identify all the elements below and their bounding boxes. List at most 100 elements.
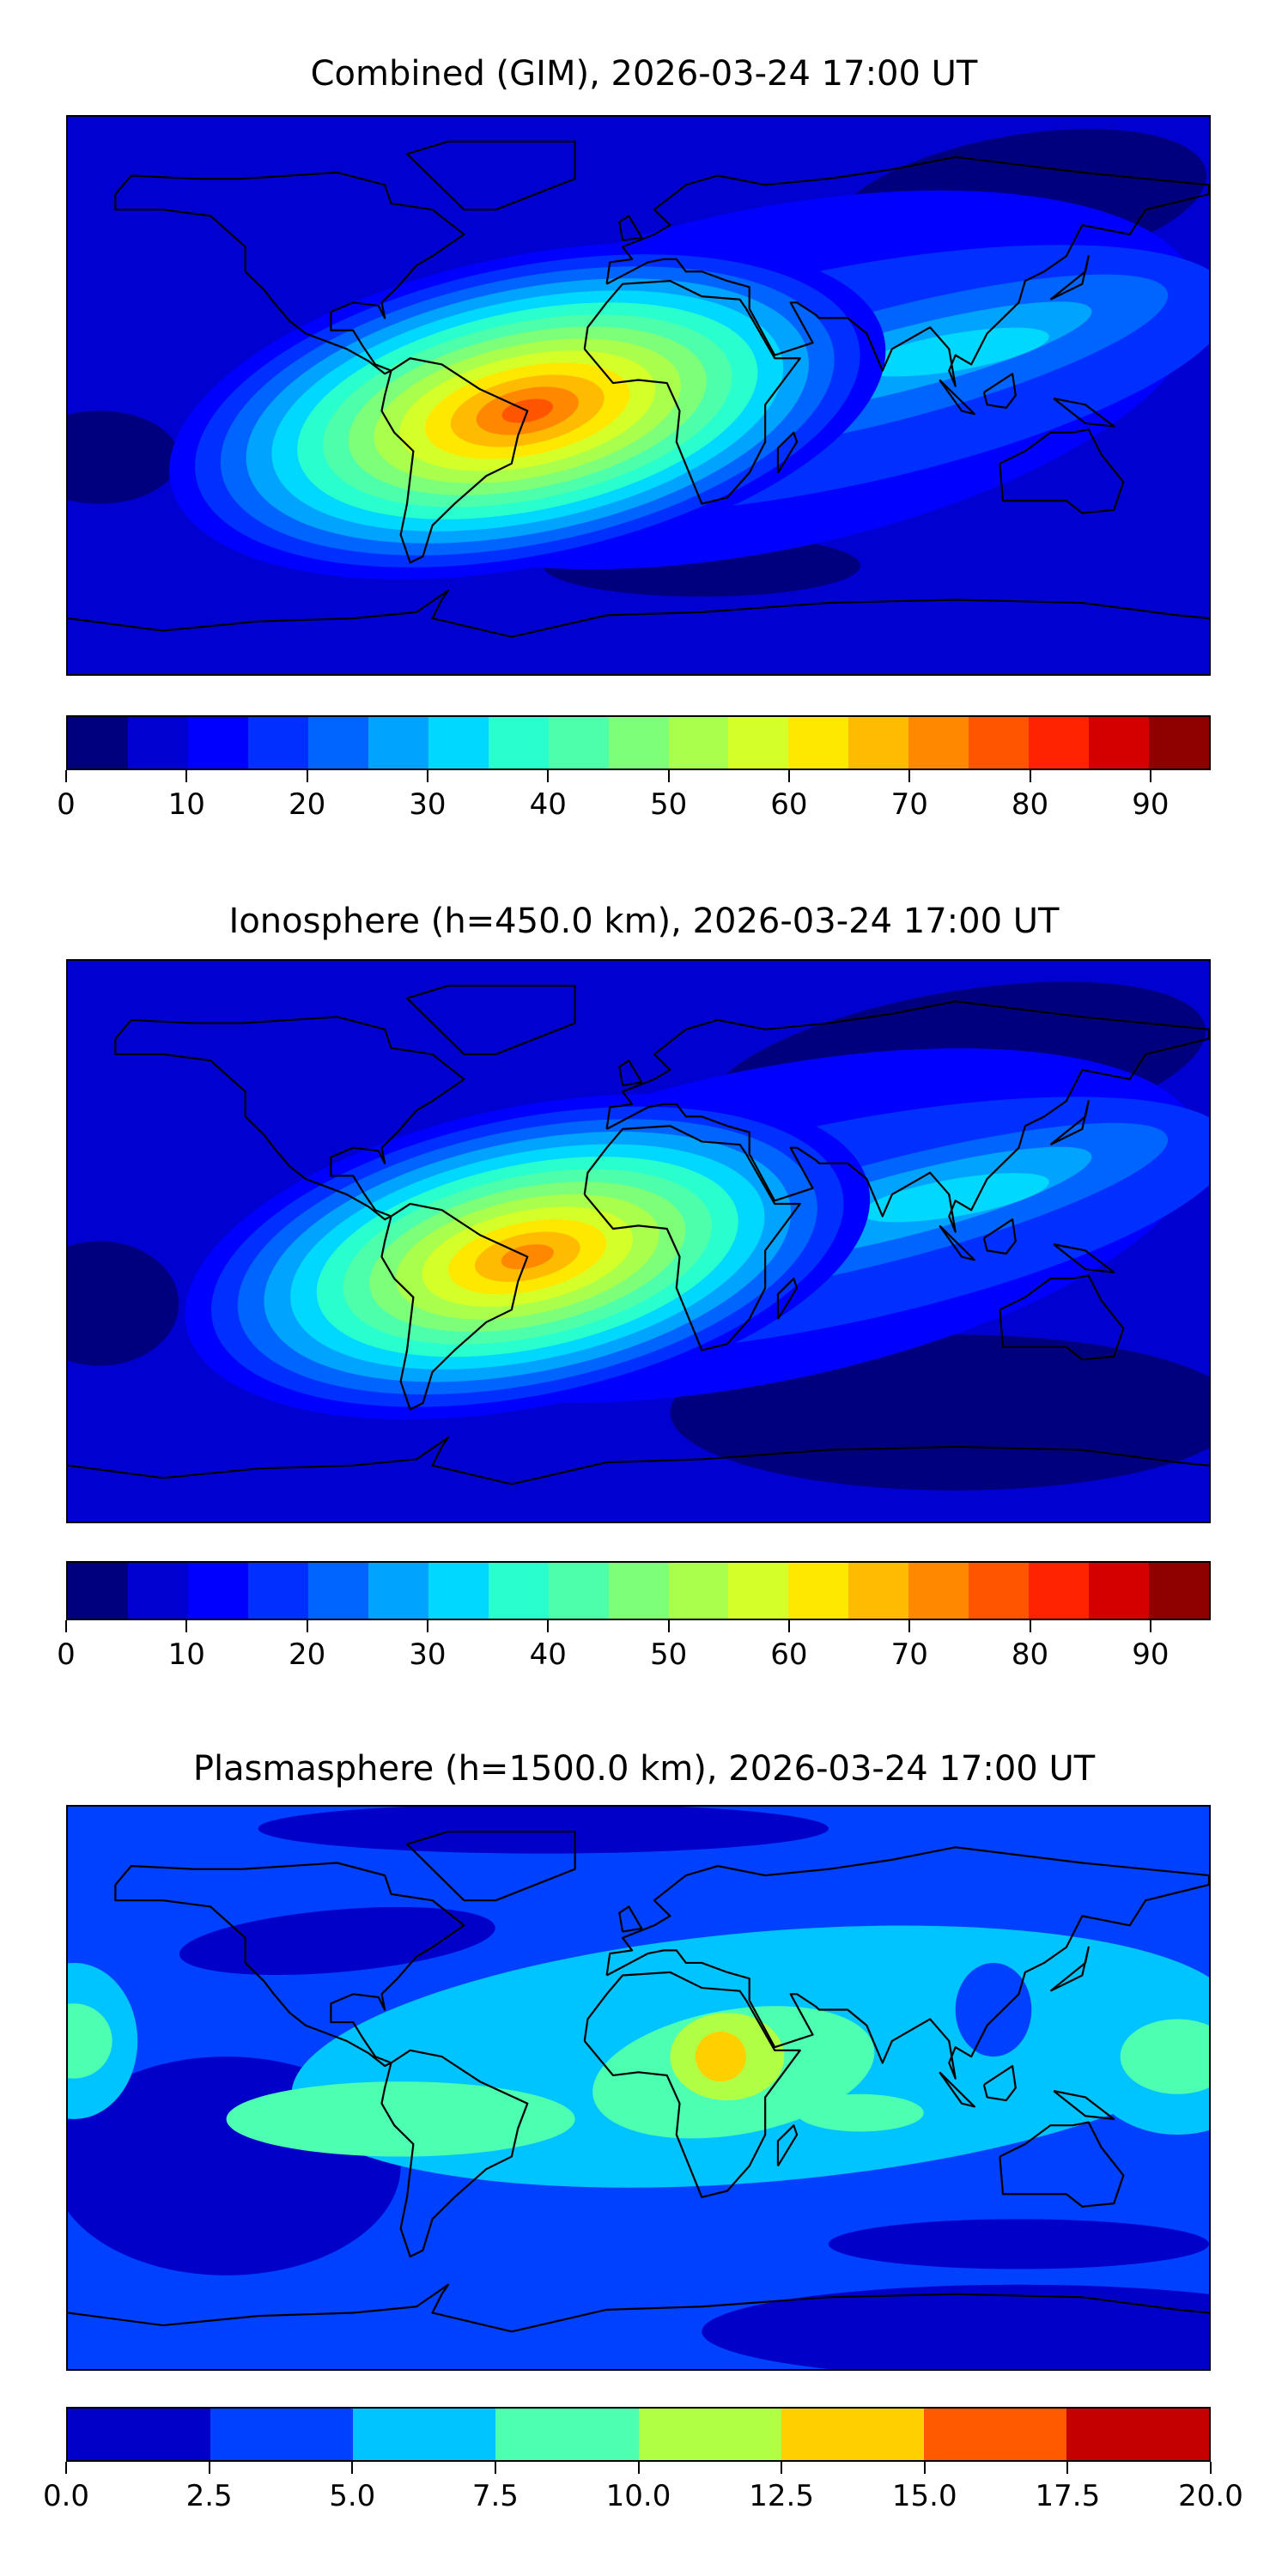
contour-band <box>258 1807 829 1854</box>
colorbar-segment <box>848 1563 909 1619</box>
colorbar-segment <box>1029 717 1090 769</box>
colorbar-tick-label: 70 <box>890 1637 928 1672</box>
coastline <box>1050 256 1088 299</box>
colorbar-segment <box>548 717 609 769</box>
coastline <box>939 380 975 414</box>
colorbar-tick-label: 90 <box>1132 787 1170 822</box>
contour-band <box>829 2219 1209 2269</box>
colorbar-tick-mark <box>787 770 790 782</box>
colorbar-tick-label: 2.5 <box>185 2479 233 2513</box>
colorbar-segment <box>1089 1563 1150 1619</box>
colorbar-segment <box>908 1563 969 1619</box>
colorbar-segment <box>307 1563 368 1619</box>
coastline <box>381 358 527 562</box>
panel-title-ionosphere: Ionosphere (h=450.0 km), 2026-03-24 17:0… <box>228 902 1060 941</box>
colorbar-tick-label: 50 <box>649 787 688 822</box>
colorbar-tick-mark <box>426 770 428 782</box>
colorbar-plasmasphere <box>66 2407 1211 2462</box>
colorbar-segment <box>210 2409 354 2460</box>
coastline <box>607 1847 1209 2078</box>
colorbar-tick-label: 10.0 <box>605 2479 671 2513</box>
coastline <box>115 173 464 374</box>
colorbar-tick-mark <box>908 770 911 782</box>
colorbar-segment <box>788 717 849 769</box>
coastline <box>68 591 1209 637</box>
colorbar-tick-label: 30 <box>409 1637 447 1672</box>
colorbar-tick-label: 10 <box>167 1637 205 1672</box>
colorbar-tick-mark <box>787 1620 790 1632</box>
colorbar-tick-mark <box>65 2462 67 2474</box>
colorbar-segment <box>428 717 489 769</box>
coastline <box>999 1275 1123 1359</box>
colorbar-segment <box>1066 2409 1209 2460</box>
contour-band <box>702 2284 1209 2369</box>
colorbar-segment <box>247 1563 308 1619</box>
colorbar-tick-mark <box>1029 770 1031 782</box>
coastline <box>115 1017 464 1219</box>
colorbar-tick-mark <box>1149 770 1151 782</box>
colorbar-tick-mark <box>923 2462 926 2474</box>
contour-band <box>955 1962 1032 2057</box>
colorbar-ticks-ionosphere: 0 10 20 30 40 50 60 70 80 90 <box>57 1620 1211 1672</box>
coastline <box>407 986 575 1054</box>
colorbar-segment <box>68 717 128 769</box>
contour-band <box>226 2081 575 2157</box>
colorbar-segment <box>1029 1563 1090 1619</box>
colorbar-ticks-combined: 0 10 20 30 40 50 60 70 80 90 <box>57 770 1211 822</box>
coastline <box>999 429 1123 513</box>
contour-band <box>861 327 1049 377</box>
coastline <box>1054 1244 1114 1273</box>
colorbar-segment <box>969 717 1030 769</box>
map-ionosphere <box>66 959 1211 1523</box>
colorbar-segment <box>908 717 969 769</box>
colorbar-segment <box>187 1563 248 1619</box>
coastline <box>585 281 800 504</box>
colorbar-tick-label: 0.0 <box>42 2479 90 2513</box>
colorbar-tick-mark <box>547 770 550 782</box>
colorbar-segment <box>668 1563 729 1619</box>
colorbar-segment <box>428 1563 489 1619</box>
colorbar-segment <box>788 1563 849 1619</box>
coastline <box>585 1126 800 1350</box>
colorbar-segment <box>1149 1563 1210 1619</box>
colorbar-tick-label: 40 <box>529 1637 567 1672</box>
colorbar-tick-mark <box>208 2462 210 2474</box>
colorbar-segment <box>247 717 308 769</box>
colorbar-segment <box>1089 717 1150 769</box>
colorbar-tick-mark <box>65 770 67 782</box>
coastline <box>939 1225 975 1260</box>
colorbar-segment <box>728 717 789 769</box>
colorbar-tick-label: 7.5 <box>471 2479 519 2513</box>
map-canvas <box>68 117 1209 674</box>
colorbar-segment <box>488 717 549 769</box>
coastline <box>68 2285 1209 2332</box>
colorbar-segment <box>668 717 729 769</box>
colorbar-segment <box>353 2409 496 2460</box>
colorbar-tick-mark <box>1066 2462 1069 2474</box>
colorbar-tick-mark <box>781 2462 783 2474</box>
coastline <box>778 2125 797 2166</box>
colorbar-segment <box>923 2409 1066 2460</box>
colorbar-segment <box>608 717 669 769</box>
colorbar-tick-label: 0 <box>57 1637 76 1672</box>
colorbar-segment <box>127 717 188 769</box>
colorbar-tick-label: 5.0 <box>329 2479 376 2513</box>
colorbar-tick-label: 60 <box>770 1637 808 1672</box>
colorbar-combined <box>66 715 1211 770</box>
colorbar-tick-mark <box>426 1620 428 1632</box>
colorbar-tick-label: 90 <box>1132 1637 1170 1672</box>
colorbar-tick-mark <box>306 1620 308 1632</box>
colorbar-tick-mark <box>306 770 308 782</box>
colorbar-segment <box>127 1563 188 1619</box>
colorbar-tick-mark <box>667 1620 670 1632</box>
coastline <box>619 216 641 240</box>
colorbar-tick-label: 0 <box>57 787 76 822</box>
colorbar-tick-label: 70 <box>890 787 928 822</box>
colorbar-segment <box>608 1563 669 1619</box>
colorbar-tick-mark <box>494 2462 496 2474</box>
coastline <box>381 2050 527 2257</box>
colorbar-segment <box>548 1563 609 1619</box>
colorbar-segment <box>969 1563 1030 1619</box>
map-combined <box>66 115 1211 676</box>
colorbar-segment <box>848 717 909 769</box>
